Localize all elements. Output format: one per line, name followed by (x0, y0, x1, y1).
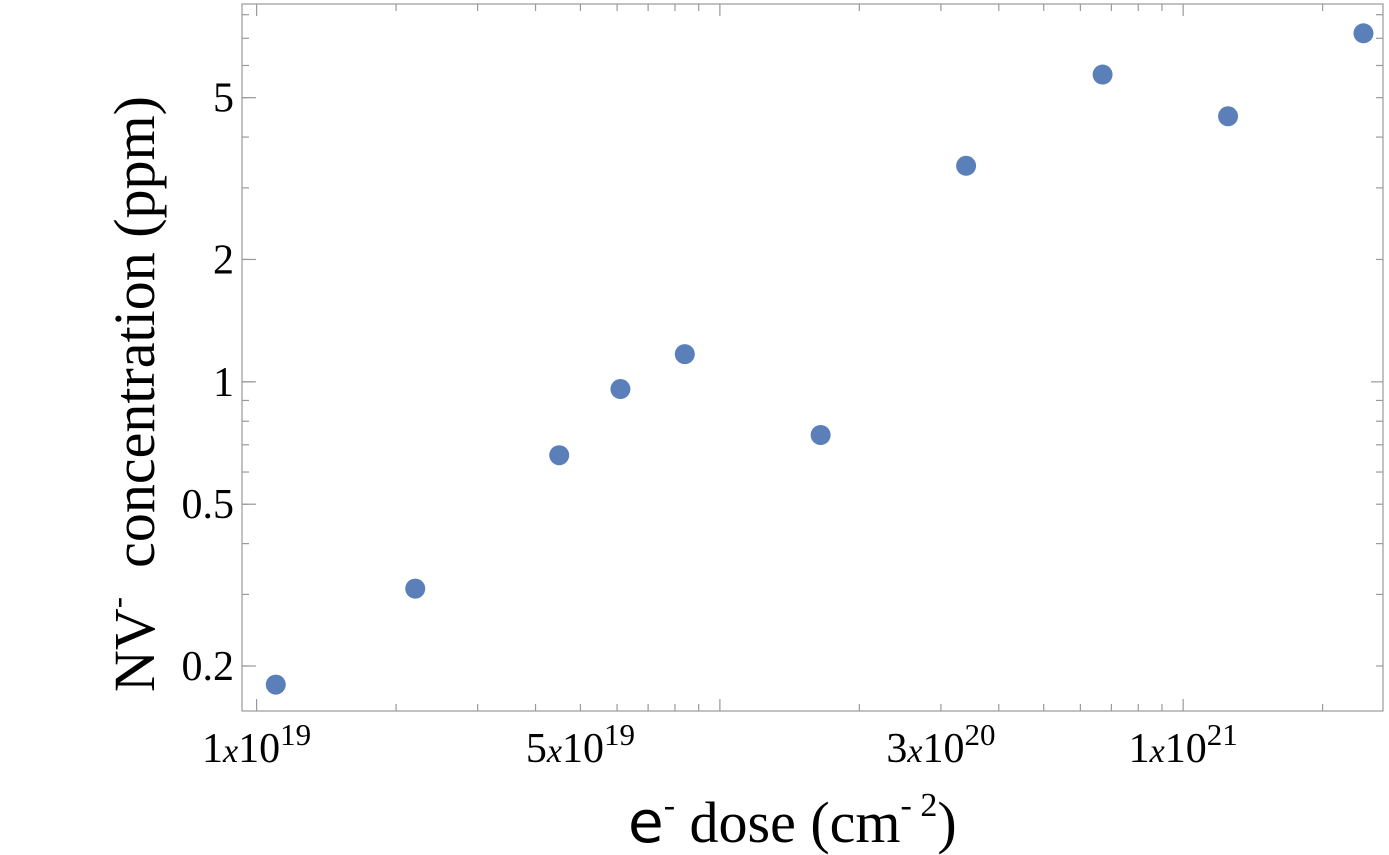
data-point (549, 445, 570, 466)
y-tick-label: 1 (213, 360, 234, 406)
x-tick-label: 1x1019 (202, 717, 311, 772)
data-point (674, 344, 695, 365)
x-axis-title-text: dose (cm (675, 790, 901, 855)
x-axis-title-close: ) (937, 790, 956, 855)
plot-frame (241, 3, 1384, 712)
data-point (265, 674, 286, 695)
data-point (1218, 106, 1239, 127)
data-point (1092, 64, 1113, 85)
data-point (810, 425, 831, 446)
x-tick-label: 5x1019 (526, 717, 635, 772)
data-point (956, 155, 977, 176)
y-tick-label: 0.5 (182, 482, 235, 528)
x-tick-label: 3x1020 (886, 717, 995, 772)
y-axis-title-base: NV (102, 608, 167, 692)
axis-ticks (242, 4, 1383, 711)
x-axis-title-sup: - (664, 787, 675, 824)
y-tick-label: 5 (213, 76, 234, 122)
data-point (1353, 23, 1374, 44)
data-point (610, 379, 631, 400)
y-tick-label: 2 (213, 237, 234, 283)
x-axis-title: e- dose (cm- 2) (628, 787, 957, 855)
y-axis-title-text: concentration (ppm) (102, 96, 167, 597)
data-point (405, 578, 426, 599)
axis-tick-labels: 0.2 0.5 1 2 5 1x1019 5x1019 3x1020 1x1021 (182, 76, 1238, 772)
y-tick-label: 0.2 (182, 644, 235, 690)
x-axis-title-base: e (628, 788, 664, 855)
data-points (265, 23, 1374, 695)
y-axis-title: NV- concentration (ppm) (99, 96, 167, 692)
x-tick-label: 1x1021 (1129, 717, 1238, 772)
y-axis-title-sup: - (99, 597, 136, 608)
x-axis-title-sup2: - 2 (901, 787, 938, 824)
